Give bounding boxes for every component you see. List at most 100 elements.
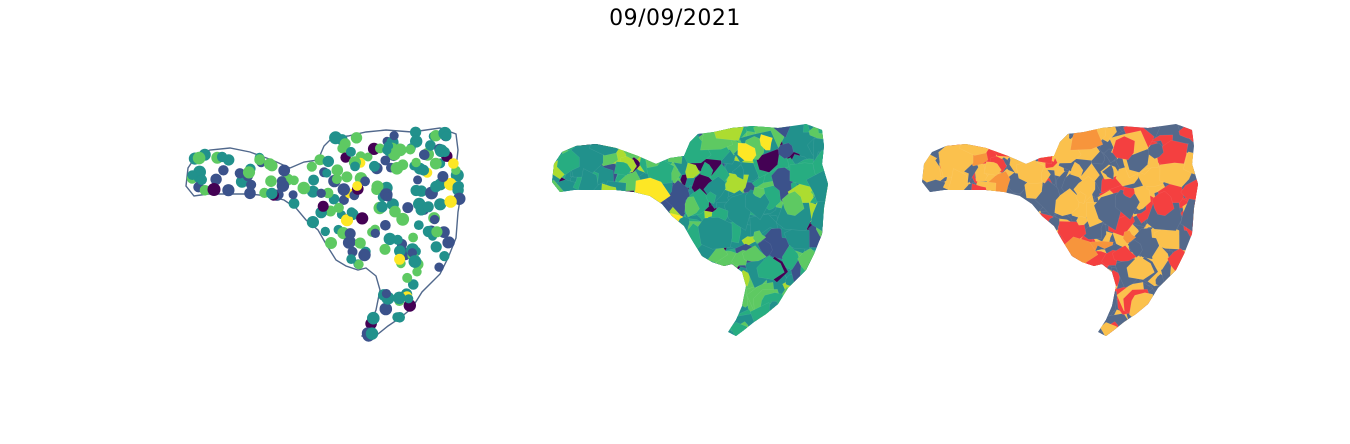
municipality-cell <box>1037 124 1058 140</box>
municipality-cell <box>986 131 1005 151</box>
municipality-cell <box>1035 241 1064 270</box>
municipality-cell <box>582 124 606 140</box>
municipality-bubble <box>338 195 349 205</box>
municipality-cell <box>996 124 1022 139</box>
municipality-cell <box>1003 235 1017 249</box>
municipality-cell <box>666 140 683 165</box>
municipality-bubble <box>382 145 392 155</box>
municipality-cell <box>616 310 641 331</box>
municipality-cell <box>999 130 1024 154</box>
municipality-bubble <box>322 155 334 168</box>
municipality-cell <box>922 262 953 292</box>
municipality-cell <box>603 124 638 144</box>
municipality-bubble <box>192 151 206 165</box>
municipality-cell <box>570 310 583 327</box>
municipality-bubble <box>288 190 298 200</box>
municipality-bubble <box>412 267 422 277</box>
municipality-cell <box>678 314 693 330</box>
municipality-bubble <box>431 226 443 238</box>
municipality-cell <box>1076 290 1107 320</box>
municipality-bubble <box>370 228 380 238</box>
municipality-cell <box>1024 265 1060 302</box>
municipality-cell <box>950 302 969 324</box>
municipality-cell <box>1010 318 1036 336</box>
municipality-cell <box>691 302 713 326</box>
municipality-cell <box>630 124 645 131</box>
municipality-cell <box>962 280 984 309</box>
municipality-cell <box>985 124 999 137</box>
municipality-cell <box>993 229 1010 245</box>
municipality-cell <box>922 295 934 319</box>
municipality-cell <box>936 308 964 336</box>
municipality-cell <box>586 220 618 249</box>
municipality-cell <box>1050 280 1084 315</box>
municipality-cell <box>1193 158 1198 173</box>
municipality-cell <box>759 134 773 151</box>
municipality-cell <box>922 209 933 221</box>
figure-title: 09/09/2021 <box>609 6 741 31</box>
municipality-cell <box>648 301 675 319</box>
municipality-cell <box>562 227 585 247</box>
municipality-cell <box>715 307 734 328</box>
municipality-cell <box>669 314 690 335</box>
municipality-cell <box>1070 293 1087 311</box>
municipality-cell <box>962 217 976 234</box>
municipality-bubble <box>196 174 207 185</box>
municipality-cell <box>558 196 573 212</box>
municipality-bubble <box>410 126 422 138</box>
municipality-cell <box>737 142 757 162</box>
municipality-cell <box>963 324 980 336</box>
municipality-cell <box>975 211 993 225</box>
municipality-cell <box>552 251 573 282</box>
municipality-cell <box>817 124 828 135</box>
municipality-bubble <box>411 157 421 168</box>
municipality-cell <box>795 276 814 299</box>
municipality-cell <box>922 326 938 336</box>
municipality-cell <box>676 273 699 298</box>
municipality-bubble <box>339 138 351 150</box>
municipality-cell <box>1029 242 1047 260</box>
municipality-cell <box>922 217 935 238</box>
municipality-cell <box>566 308 594 336</box>
municipality-cell <box>554 192 579 219</box>
municipality-cell <box>637 267 654 280</box>
municipality-cell <box>752 230 767 244</box>
municipality-cell <box>799 317 817 330</box>
municipality-bubble <box>322 187 334 199</box>
municipality-cell <box>648 316 681 336</box>
municipality-cell <box>1070 124 1104 151</box>
municipality-cell <box>962 242 979 264</box>
municipality-cell <box>983 161 1002 176</box>
municipality-cell <box>996 247 1032 276</box>
municipality-bubble <box>346 207 357 217</box>
municipality-cell <box>1068 299 1098 332</box>
municipality-cell <box>552 301 581 334</box>
municipality-cell <box>928 262 944 276</box>
municipality-bubble <box>329 131 343 145</box>
municipality-cell <box>592 280 614 309</box>
municipality-cell <box>922 211 942 241</box>
municipality-bubble <box>306 216 319 229</box>
municipality-cell <box>1043 246 1065 269</box>
municipality-bubble <box>308 174 319 186</box>
municipality-cell <box>824 158 828 173</box>
municipality-cell <box>595 324 624 336</box>
municipality-cell <box>1060 324 1076 336</box>
municipality-cell <box>922 273 941 303</box>
municipality-cell <box>588 323 600 336</box>
municipality-cell <box>606 260 624 278</box>
municipality-bubble <box>441 131 452 142</box>
municipality-cell <box>1031 124 1052 137</box>
municipality-cell <box>1157 317 1173 336</box>
municipality-cell <box>939 323 957 336</box>
municipality-cell <box>598 309 633 336</box>
choropleth-risk-panel <box>922 124 1198 336</box>
municipality-cell <box>1033 312 1067 336</box>
municipality-cell <box>957 237 975 251</box>
municipality-cell <box>574 295 596 321</box>
municipality-cell <box>1154 313 1170 330</box>
municipality-cell <box>1066 312 1098 336</box>
municipality-cell <box>648 124 680 144</box>
municipality-cell <box>950 189 963 206</box>
municipality-bubble <box>408 232 418 243</box>
